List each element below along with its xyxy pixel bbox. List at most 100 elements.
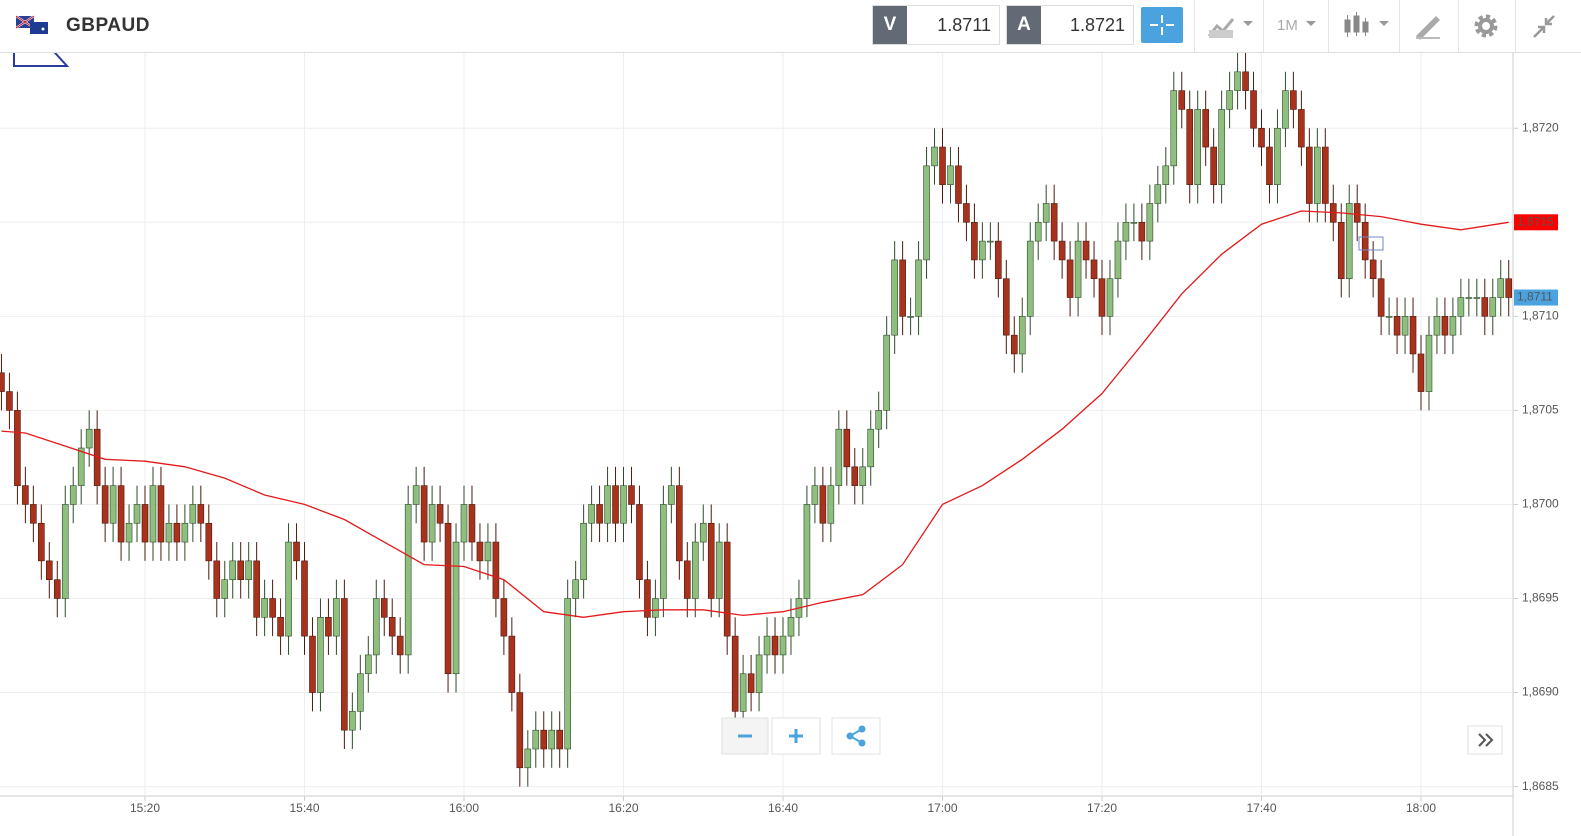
candle-body: [668, 485, 675, 505]
candle-body: [1361, 221, 1369, 261]
candle-body: [763, 635, 771, 656]
candle-body: [1146, 203, 1154, 242]
settings-button[interactable]: [1458, 0, 1515, 52]
x-tick-label: 15:20: [130, 801, 160, 815]
candle-body: [285, 541, 292, 637]
zoom-out-button[interactable]: [721, 717, 769, 755]
candle-body: [484, 541, 492, 562]
candle-body: [819, 485, 827, 524]
candle-body: [109, 485, 117, 524]
bid-box[interactable]: V 1.8711: [872, 5, 1000, 45]
dropdown-icon: [1306, 21, 1316, 26]
candle-body: [939, 146, 946, 185]
candle-body: [412, 485, 420, 505]
candle-body: [883, 334, 890, 411]
candle-body: [173, 522, 181, 543]
candle-body: [715, 541, 723, 599]
ask-box[interactable]: A 1.8721: [1006, 5, 1134, 45]
candle-body: [53, 579, 61, 599]
symbol: GBPAUD: [66, 15, 150, 36]
share-button[interactable]: [831, 717, 881, 755]
candle-body: [1050, 203, 1058, 242]
candle-body: [1298, 109, 1305, 148]
draw-button[interactable]: [1399, 0, 1458, 52]
candle-body: [1369, 259, 1377, 280]
candle-body: [771, 635, 779, 656]
candle-body: [1106, 278, 1114, 317]
candle-body: [1290, 90, 1297, 110]
candle-body: [1465, 297, 1473, 299]
candle-body: [1186, 109, 1194, 185]
candle-body: [30, 504, 37, 524]
candle-body: [1441, 316, 1449, 336]
candle-body: [165, 522, 173, 543]
candle-body: [995, 240, 1002, 280]
candle-body: [1409, 316, 1417, 355]
candle-body: [301, 560, 308, 637]
candle-body: [1250, 90, 1257, 129]
candle-body: [205, 522, 213, 562]
candle-body: [1154, 184, 1162, 204]
candle-body: [979, 240, 986, 261]
candle-body: [45, 560, 53, 580]
candle-body: [325, 617, 332, 637]
candle-body: [899, 259, 906, 317]
candle-body: [1130, 221, 1138, 224]
x-tick-label: 17:00: [927, 801, 957, 815]
candle-body: [1433, 316, 1441, 336]
candle-body: [388, 617, 396, 637]
y-tick-label: 1,8695: [1522, 591, 1559, 605]
chart-type-button[interactable]: [1194, 0, 1263, 52]
candle-body: [157, 485, 165, 543]
candle-body: [1489, 297, 1497, 317]
candle-body: [660, 504, 667, 599]
candle-body: [333, 598, 340, 637]
crosshair-button[interactable]: [1141, 7, 1183, 43]
candle-body: [676, 485, 683, 562]
candle-body: [907, 316, 914, 318]
y-tick-label: 1,8710: [1522, 309, 1559, 323]
candle-body: [1425, 334, 1433, 392]
candle-body: [372, 598, 380, 656]
price-tag-label: 1,8711: [1517, 290, 1553, 304]
candle-style-button[interactable]: [1328, 0, 1399, 52]
candle-body: [444, 522, 452, 675]
price-tag: [1514, 289, 1558, 306]
candle-body: [923, 165, 930, 261]
candle-body: [237, 560, 244, 580]
candle-body: [572, 579, 579, 599]
candle-body: [1473, 297, 1481, 299]
timeframe-button[interactable]: 1M: [1263, 0, 1328, 52]
candle-body: [1010, 334, 1018, 355]
x-tick-label: 16:40: [768, 801, 798, 815]
candle-body: [1098, 278, 1106, 317]
candle-body: [1314, 146, 1321, 204]
candle-body: [644, 579, 651, 618]
candle-body: [508, 635, 516, 693]
candle-body: [867, 428, 875, 468]
candle-body: [253, 560, 260, 618]
candle-body: [723, 541, 731, 637]
price-tag-label: 1,8715: [1517, 214, 1554, 228]
candle-body: [460, 504, 468, 543]
y-tick-label: 1,8720: [1522, 120, 1559, 134]
collapse-button[interactable]: [1515, 0, 1581, 52]
x-tick-label: 17:20: [1087, 801, 1117, 815]
candle-body: [628, 485, 635, 505]
candle-body: [636, 504, 643, 580]
candle-body: [747, 673, 755, 693]
candle-body: [1353, 203, 1361, 223]
candle-body: [149, 485, 157, 543]
candle-body: [652, 598, 659, 618]
candle-body: [548, 729, 556, 750]
candle-body: [787, 617, 795, 637]
candle-body: [1066, 259, 1074, 298]
candle-body: [827, 485, 835, 524]
candle-body: [1385, 316, 1393, 318]
scroll-end-icon: [1478, 733, 1494, 747]
candle-body: [293, 541, 300, 562]
candle-body: [835, 428, 843, 486]
candle-body: [1401, 316, 1409, 336]
candle-body: [683, 560, 691, 599]
